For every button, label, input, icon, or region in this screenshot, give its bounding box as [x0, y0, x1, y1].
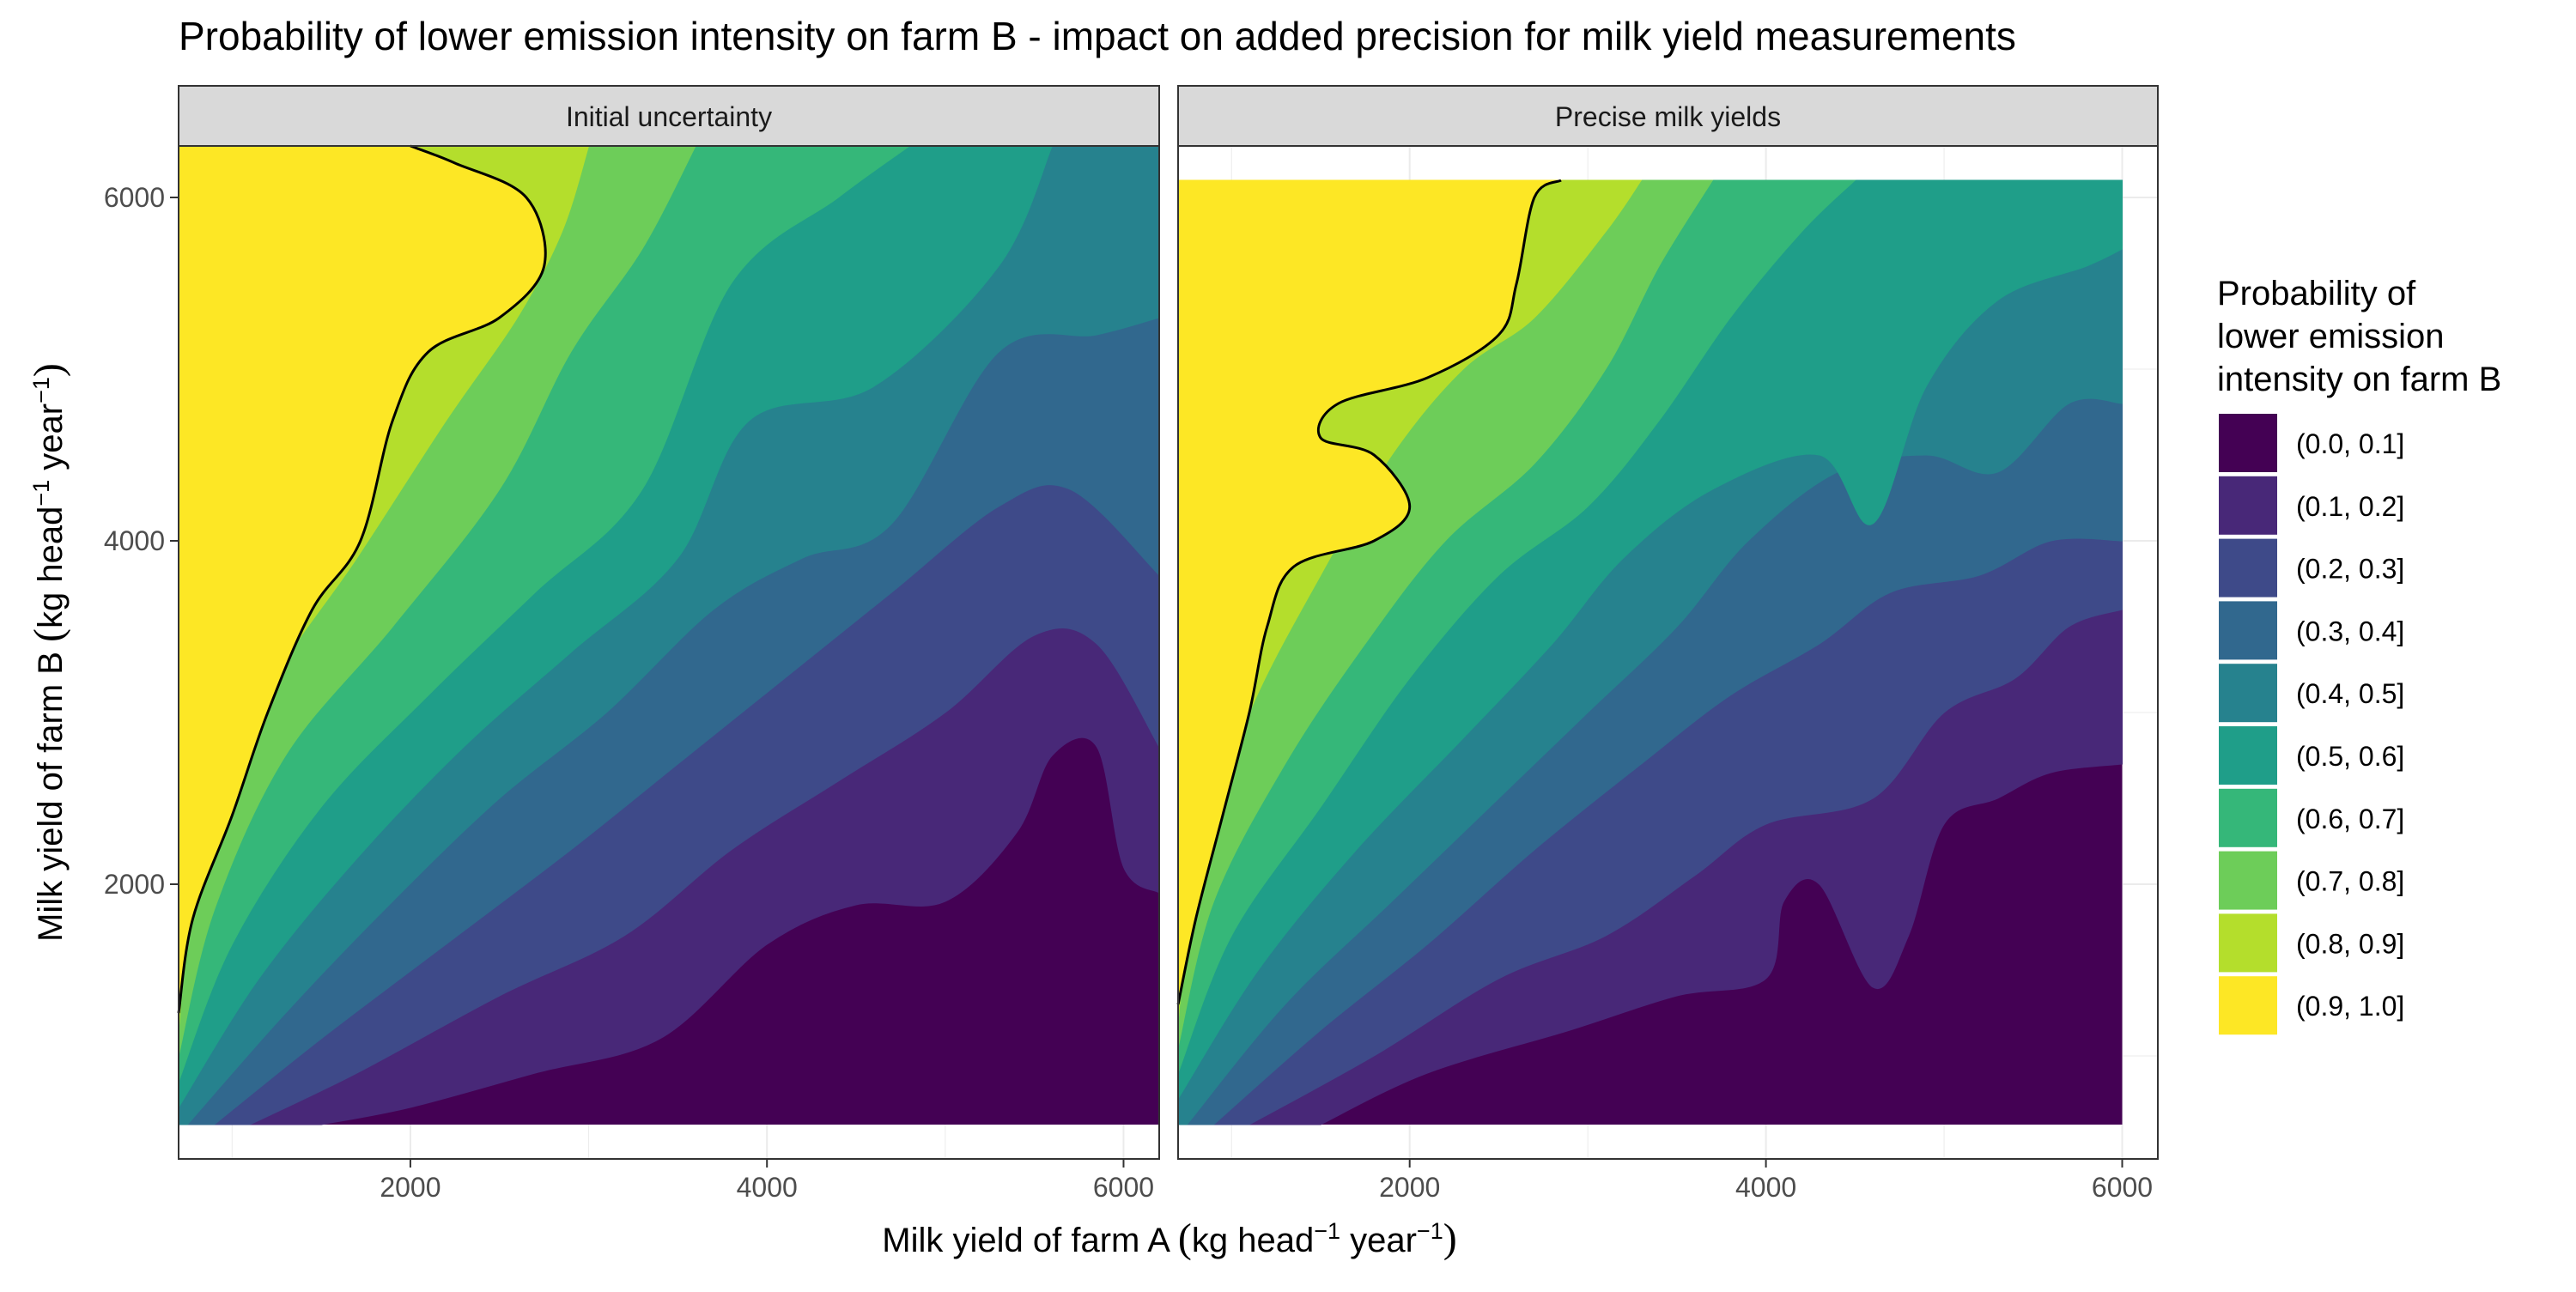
x-axis-label-paren-open: ( — [1178, 1216, 1192, 1261]
legend-label: (0.5, 0.6] — [2296, 741, 2404, 772]
x-axis-label-paren-close: ) — [1443, 1216, 1457, 1261]
x-axis-label-exp2: −1 — [1417, 1218, 1443, 1244]
x-tick-label: 6000 — [1093, 1172, 1154, 1203]
legend-title-line-3: intensity on farm B — [2217, 361, 2501, 398]
legend-label: (0.3, 0.4] — [2296, 616, 2404, 646]
panels-layer: Initial uncertainty 2000 4000 6000 2000 4000 6… — [104, 85, 2159, 1203]
x-axis-label-exp1: −1 — [1314, 1218, 1340, 1244]
legend-label: (0.6, 0.7] — [2296, 804, 2404, 834]
x-axis-label-main: Milk yield of farm A — [882, 1222, 1178, 1259]
legend-label: (0.1, 0.2] — [2296, 491, 2404, 522]
panel-probability-bands — [178, 145, 1160, 1125]
legend-swatch — [2219, 476, 2277, 535]
legend-title-line-2: lower emission — [2217, 318, 2445, 355]
legend-swatch — [2219, 726, 2277, 785]
legend-label: (0.7, 0.8] — [2296, 866, 2404, 897]
legend-items: (0.0, 0.1] (0.1, 0.2] (0.2, 0.3] (0.3, 0.4]… — [2219, 414, 2404, 1035]
legend-swatch — [2219, 601, 2277, 660]
legend-label: (0.4, 0.5] — [2296, 678, 2404, 709]
panel-strip-background — [1177, 85, 2159, 147]
legend-label: (0.0, 0.1] — [2296, 428, 2404, 459]
y-axis-label-exp2: −1 — [28, 377, 54, 403]
legend: Probability of lower emission intensity … — [2217, 275, 2501, 1035]
panel-strip-label: Initial uncertainty — [566, 101, 772, 132]
y-axis-label-unit2: year — [32, 403, 70, 480]
legend-swatch — [2219, 664, 2277, 723]
panel-1: Initial uncertainty 2000 4000 6000 2000 4000 6… — [104, 85, 1160, 1203]
legend-swatch — [2219, 976, 2277, 1035]
x-axis-label-unit: kg head — [1192, 1222, 1314, 1259]
x-axis-label: Milk yield of farm A (kg head−1 year−1) — [882, 1216, 1456, 1261]
y-axis-label-unit: kg head — [32, 506, 70, 628]
x-tick-label: 2000 — [1379, 1172, 1440, 1203]
x-tick-label: 4000 — [1735, 1172, 1796, 1203]
legend-swatch — [2219, 913, 2277, 973]
legend-swatch — [2219, 788, 2277, 847]
contour-line-0-9 — [177, 144, 547, 1014]
legend-swatch — [2219, 851, 2277, 910]
panel-strip-label: Precise milk yields — [1555, 101, 1781, 132]
legend-label: (0.9, 1.0] — [2296, 991, 2404, 1022]
y-tick-label: 6000 — [104, 182, 165, 213]
panel-2: Precise milk yields 2000 4000 6000 — [1176, 85, 2159, 1203]
legend-swatch — [2219, 538, 2277, 597]
panel-probability-bands — [1177, 179, 2123, 1125]
y-axis-label-paren-open: ( — [26, 628, 71, 642]
legend-swatch — [2219, 414, 2277, 472]
x-tick-label: 2000 — [380, 1172, 440, 1203]
y-axis-label-paren-close: ) — [26, 363, 71, 377]
y-axis-label-exp1: −1 — [28, 480, 54, 506]
chart-title: Probability of lower emission intensity … — [179, 14, 2016, 58]
x-tick-label: 4000 — [737, 1172, 798, 1203]
y-axis-label: Milk yield of farm B (kg head−1 year−1) — [26, 363, 71, 942]
legend-title-line-1: Probability of — [2217, 275, 2416, 312]
panel-strip-background — [178, 85, 1160, 147]
contour-line-0-9 — [1176, 179, 1562, 1005]
y-axis-label-main: Milk yield of farm B — [32, 642, 70, 942]
legend-label: (0.8, 0.9] — [2296, 928, 2404, 959]
x-axis-label-unit2: year — [1340, 1222, 1417, 1259]
x-tick-label: 6000 — [2092, 1172, 2153, 1203]
panel-border — [1177, 145, 2159, 1160]
legend-label: (0.2, 0.3] — [2296, 554, 2404, 585]
y-tick-label: 2000 — [104, 869, 165, 900]
panel-border — [178, 145, 1160, 1160]
y-tick-label: 4000 — [104, 525, 165, 556]
